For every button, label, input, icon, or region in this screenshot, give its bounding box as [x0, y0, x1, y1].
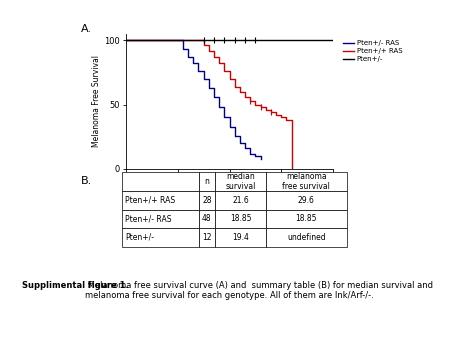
Legend: Pten+/- RAS, Pten+/+ RAS, Pten+/-: Pten+/- RAS, Pten+/+ RAS, Pten+/- — [341, 37, 405, 65]
Text: Melanoma free survival curve (A) and  summary table (B) for median survival and
: Melanoma free survival curve (A) and sum… — [85, 281, 432, 300]
Text: B.: B. — [81, 176, 92, 186]
X-axis label: weeks: weeks — [215, 190, 244, 199]
Y-axis label: Melanoma Free Survival: Melanoma Free Survival — [92, 55, 101, 147]
Text: A.: A. — [81, 24, 92, 34]
Text: Supplimental figure 1.: Supplimental figure 1. — [22, 281, 129, 290]
